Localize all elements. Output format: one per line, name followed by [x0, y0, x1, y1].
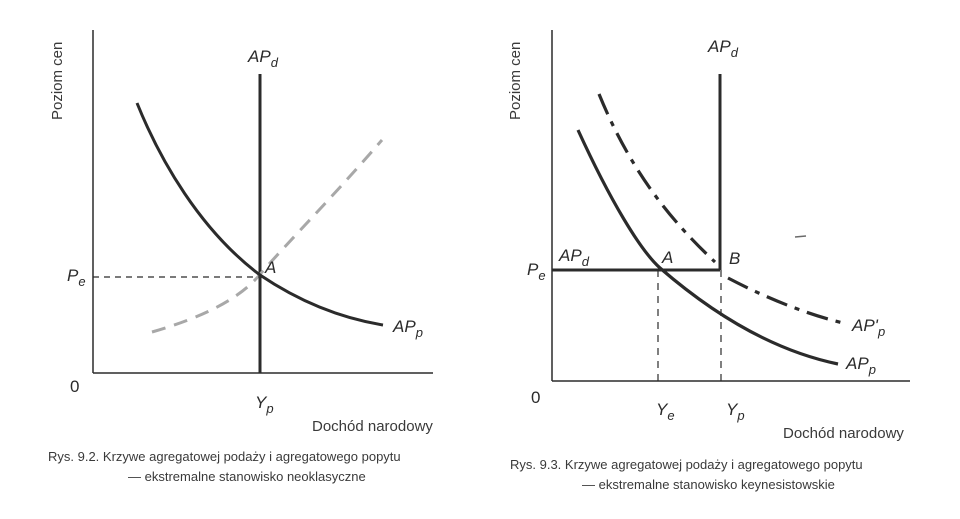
as-label: APp: [845, 354, 876, 377]
caption-line-1: Rys. 9.3. Krzywe agregatowej podaży i ag…: [510, 457, 863, 472]
ad-label: APd: [247, 47, 279, 70]
point-a-label: A: [661, 248, 673, 267]
caption-line-1: Rys. 9.2. Krzywe agregatowej podaży i ag…: [48, 449, 401, 464]
caption-line-2: — ekstremalne stanowisko keynesistowskie: [582, 477, 835, 492]
figure-9-2: Poziom cen 0 Dochód narodowy APd APp Pe …: [48, 30, 433, 484]
point-b-label: B: [729, 249, 740, 268]
x-axis-label: Dochód narodowy: [312, 418, 433, 435]
point-a-label: A: [264, 258, 276, 277]
ad-vertical-label: APd: [707, 37, 739, 60]
aggregate-supply-curve: [135, 102, 384, 327]
origin-label: 0: [531, 388, 540, 407]
aggregate-supply-curve: [576, 129, 839, 366]
as-shift-label: AP'p: [851, 316, 885, 339]
ye-label: Ye: [656, 400, 675, 423]
shifted-supply-curve: [597, 93, 717, 264]
shifted-supply-curve-lower: [727, 276, 844, 325]
price-label: Pe: [67, 266, 86, 289]
faded-dashed-curve: [151, 139, 384, 334]
yp-label: Yp: [726, 400, 745, 423]
smudge-mark: [794, 235, 807, 238]
figure-9-3: Poziom cen 0 Dochód narodowy APd APd Pe …: [507, 30, 910, 492]
output-label: Yp: [255, 393, 274, 416]
y-axis-label: Poziom cen: [49, 42, 66, 120]
x-axis-label: Dochód narodowy: [783, 425, 904, 442]
price-label: Pe: [527, 260, 546, 283]
caption-line-2: — ekstremalne stanowisko neoklasyczne: [128, 469, 366, 484]
origin-label: 0: [70, 377, 79, 396]
ad-horizontal-label: APd: [558, 246, 590, 269]
y-axis-label: Poziom cen: [507, 42, 524, 120]
as-label: APp: [392, 317, 423, 340]
